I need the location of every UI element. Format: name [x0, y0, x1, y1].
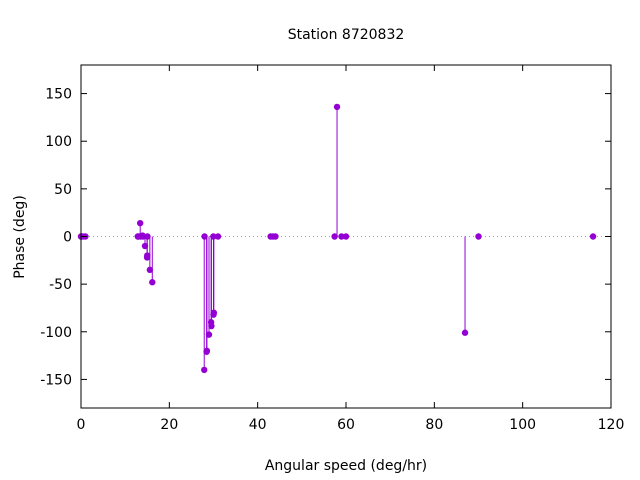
- x-axis-label: Angular speed (deg/hr): [265, 458, 427, 474]
- y-tick-label: 50: [54, 182, 72, 198]
- x-tick-label: 60: [337, 417, 355, 433]
- data-point: [210, 233, 217, 240]
- y-tick-label: 0: [63, 230, 72, 246]
- data-point: [144, 233, 151, 240]
- data-point: [208, 322, 215, 330]
- data-point: [203, 347, 211, 355]
- x-tick-label: 40: [249, 417, 267, 433]
- y-tick-label: 150: [45, 87, 72, 103]
- y-axis-ticks: -150 -100 -50 0 50 100 150: [40, 87, 611, 388]
- x-tick-label: 120: [598, 417, 625, 433]
- data-point: [338, 233, 345, 240]
- y-tick-label: 100: [45, 134, 72, 150]
- data-point: [333, 103, 341, 111]
- chart-title: Station 8720832: [288, 27, 405, 43]
- x-tick-label: 100: [509, 417, 536, 433]
- data-point: [149, 279, 156, 286]
- data-point: [139, 233, 147, 240]
- data-point: [136, 219, 144, 227]
- data-point: [331, 233, 338, 240]
- y-axis-label: Phase (deg): [12, 195, 28, 279]
- data-point: [461, 329, 469, 336]
- data-point: [201, 366, 208, 374]
- y-tick-label: -50: [49, 277, 72, 293]
- x-tick-label: 0: [77, 417, 86, 433]
- data-point: [342, 233, 350, 240]
- x-tick-label: 20: [160, 417, 178, 433]
- x-tick-label: 80: [425, 417, 443, 433]
- data-point: [214, 233, 222, 240]
- y-tick-label: -150: [40, 372, 72, 388]
- data-point: [475, 233, 482, 240]
- data-point: [141, 242, 149, 250]
- y-tick-label: -100: [40, 325, 72, 341]
- data-point: [201, 233, 208, 240]
- data-point: [144, 252, 151, 259]
- data-point: [205, 331, 213, 338]
- data-point: [272, 233, 279, 240]
- data-point: [210, 309, 218, 316]
- data-point: [589, 233, 597, 240]
- x-axis-ticks: 0 20 40 60 80 100 120: [77, 65, 625, 433]
- data-point: [146, 266, 154, 274]
